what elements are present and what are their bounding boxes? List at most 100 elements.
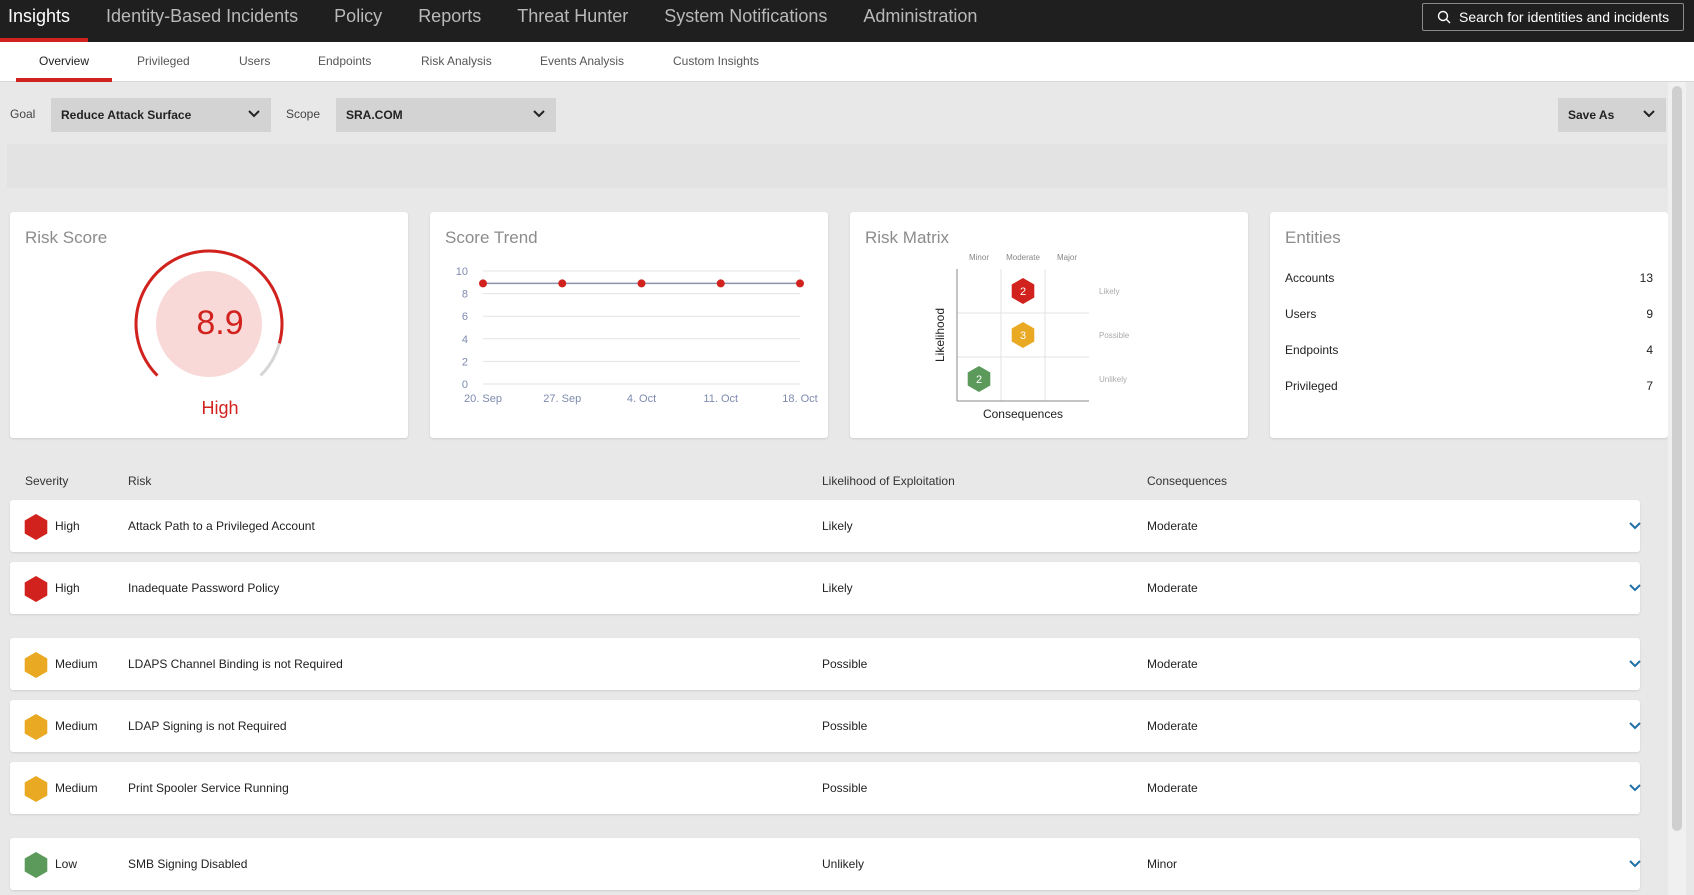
expand-chevron-icon[interactable] <box>1628 659 1642 669</box>
severity-hex-shape <box>24 714 48 740</box>
severity-cell: Medium <box>55 657 98 671</box>
risk-name-cell: Print Spooler Service Running <box>128 781 289 795</box>
expand-chevron-icon[interactable] <box>1628 583 1642 593</box>
entity-label: Users <box>1285 307 1317 321</box>
y-tick-label: 0 <box>462 379 468 391</box>
y-tick-label: 8 <box>462 289 468 301</box>
top-nav: Insights Identity-Based Incidents Policy… <box>0 0 1694 42</box>
matrix-row-label: Likely <box>1099 287 1119 296</box>
data-point <box>796 279 804 288</box>
nav-insights[interactable]: Insights <box>0 0 89 42</box>
likelihood-cell: Possible <box>822 781 868 795</box>
entity-count: 9 <box>1646 307 1653 321</box>
severity-hex-icon <box>24 776 48 802</box>
scope-select[interactable]: SRA.COM <box>336 98 556 132</box>
tab-users[interactable]: Users <box>239 54 271 68</box>
expand-chevron-icon[interactable] <box>1628 783 1642 793</box>
matrix-x-label: Consequences <box>983 407 1063 421</box>
consequences-cell: Moderate <box>1147 657 1198 671</box>
tab-overview[interactable]: Overview <box>15 42 113 82</box>
severity-hex-icon <box>24 576 48 602</box>
score-trend-chart: 0 2 4 6 8 10 20. Sep 27. Sep 4. Oct 11. Oct 18. Oc… <box>456 266 818 405</box>
table-row[interactable]: High Inadequate Password Policy Likely Mode… <box>10 562 1642 614</box>
severity-hex-shape <box>24 852 48 878</box>
x-tick-label: 20. Sep <box>464 393 502 405</box>
matrix-marker-count: 2 <box>976 374 982 386</box>
severity-hex-icon <box>24 852 48 878</box>
risk-score-title: Risk Score <box>25 228 108 247</box>
entity-row-accounts[interactable]: Accounts 13 <box>1285 271 1653 285</box>
table-row[interactable]: Medium LDAPS Channel Binding is not Requi… <box>10 638 1642 690</box>
matrix-row-label: Unlikely <box>1099 375 1127 384</box>
table-row[interactable]: Medium LDAP Signing is not Required Possib… <box>10 700 1642 752</box>
x-tick-label: 4. Oct <box>627 393 656 405</box>
goal-value: Reduce Attack Surface <box>61 108 192 122</box>
matrix-marker-hex <box>1011 278 1035 304</box>
chevron-down-icon <box>248 110 260 118</box>
chevron-shape <box>1629 784 1641 792</box>
likelihood-cell: Likely <box>822 519 853 533</box>
nav-system-notifications[interactable]: System Notifications <box>664 6 828 26</box>
search-placeholder: Search for identities and incidents <box>1459 9 1670 25</box>
y-tick-label: 10 <box>456 266 468 278</box>
nav-identity-based-incidents[interactable]: Identity-Based Incidents <box>106 6 299 26</box>
severity-cell: Medium <box>55 781 98 795</box>
risk-name-cell: Inadequate Password Policy <box>128 581 280 595</box>
chevron-shape <box>1629 522 1641 530</box>
goal-select[interactable]: Reduce Attack Surface <box>51 98 271 132</box>
severity-hex-shape <box>24 652 48 678</box>
nav-policy[interactable]: Policy <box>334 6 383 26</box>
col-header-likelihood[interactable]: Likelihood of Exploitation <box>822 474 955 488</box>
table-row[interactable]: Low SMB Signing Disabled Unlikely Minor <box>10 838 1642 890</box>
entity-row-endpoints[interactable]: Endpoints 4 <box>1285 343 1653 357</box>
matrix-row-label: Possible <box>1099 331 1130 340</box>
nav-threat-hunter[interactable]: Threat Hunter <box>517 6 629 26</box>
matrix-marker-hex <box>1011 322 1035 348</box>
entity-label: Privileged <box>1285 379 1338 393</box>
tab-privileged[interactable]: Privileged <box>137 54 190 68</box>
search-box[interactable]: Search for identities and incidents <box>1422 3 1684 31</box>
expand-chevron-icon[interactable] <box>1628 721 1642 731</box>
severity-cell: Medium <box>55 719 98 733</box>
y-tick-label: 4 <box>462 334 468 346</box>
col-header-consequences[interactable]: Consequences <box>1147 474 1228 488</box>
tab-events-analysis[interactable]: Events Analysis <box>540 54 625 68</box>
x-tick-label: 18. Oct <box>782 393 817 405</box>
table-row[interactable]: Medium Print Spooler Service Running Possi… <box>10 762 1642 814</box>
col-header-risk[interactable]: Risk <box>128 474 152 488</box>
nav-reports[interactable]: Reports <box>418 6 482 26</box>
risk-matrix-card: Risk Matrix Minor Moderate Major Likely Poss… <box>850 212 1248 438</box>
save-as-label: Save As <box>1568 108 1615 122</box>
col-header-severity[interactable]: Severity <box>25 474 69 488</box>
expand-chevron-icon[interactable] <box>1628 859 1642 869</box>
save-as-button[interactable]: Save As <box>1558 98 1666 132</box>
entity-row-users[interactable]: Users 9 <box>1285 307 1653 321</box>
scope-label: Scope <box>286 107 321 121</box>
tab-custom-insights[interactable]: Custom Insights <box>673 54 760 68</box>
scrollbar-thumb[interactable] <box>1672 86 1682 831</box>
severity-cell: Low <box>55 857 78 871</box>
entity-row-privileged[interactable]: Privileged 7 <box>1285 379 1653 393</box>
consequences-cell: Moderate <box>1147 781 1198 795</box>
consequences-cell: Moderate <box>1147 719 1198 733</box>
severity-hex-icon <box>24 514 48 540</box>
entities-card: Entities Accounts 13 Users 9 Endpoints 4… <box>1270 212 1668 438</box>
nav-administration[interactable]: Administration <box>863 6 978 26</box>
chevron-shape <box>1629 722 1641 730</box>
tab-risk-analysis[interactable]: Risk Analysis <box>421 54 492 68</box>
consequences-cell: Minor <box>1147 857 1178 871</box>
severity-hex-shape <box>24 514 48 540</box>
expand-chevron-icon[interactable] <box>1628 521 1642 531</box>
table-row[interactable]: High Attack Path to a Privileged Account L… <box>10 500 1642 552</box>
risk-score-value: 8.9 <box>196 304 244 342</box>
search-icon <box>1437 10 1451 24</box>
entity-label: Accounts <box>1285 271 1335 285</box>
score-trend-card: Score Trend 0 2 4 6 8 10 20. Sep 27. Sep 4. Oct 1… <box>430 212 828 438</box>
data-point <box>479 279 487 288</box>
risk-score-card: Risk Score 8.9 High <box>10 212 408 438</box>
chevron-shape <box>1629 660 1641 668</box>
severity-cell: High <box>55 519 80 533</box>
chevron-shape <box>1629 584 1641 592</box>
chevron-down-icon <box>533 110 545 118</box>
tab-endpoints[interactable]: Endpoints <box>318 54 372 68</box>
